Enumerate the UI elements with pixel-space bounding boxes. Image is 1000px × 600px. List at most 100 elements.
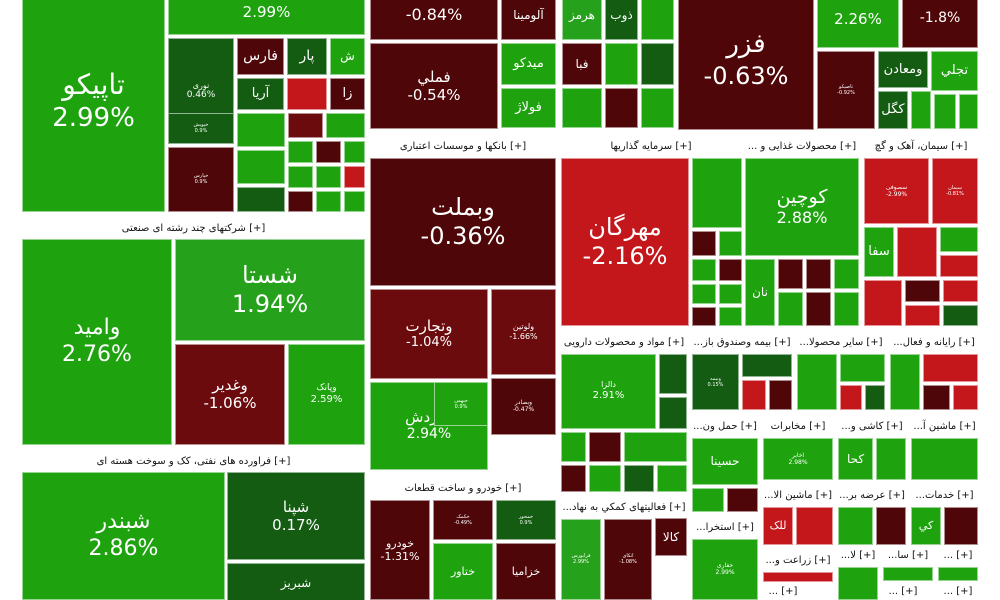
treemap-tile-unlabeled[interactable] — [719, 259, 742, 281]
treemap-tile-unlabeled[interactable] — [797, 354, 837, 410]
treemap-tile-unlabeled[interactable] — [727, 488, 758, 512]
treemap-tile-unlabeled[interactable] — [897, 227, 937, 277]
treemap-tile[interactable]: خبهمن 0.9% — [434, 382, 488, 426]
treemap-tile-unlabeled[interactable] — [641, 0, 674, 40]
treemap-tile-unlabeled[interactable] — [692, 158, 742, 228]
treemap-tile[interactable]: فرابورس 2.99% — [561, 519, 601, 600]
treemap-tile[interactable]: وبصادر -0.47% — [491, 378, 556, 435]
sector-header[interactable]: [+] سرمایه گذاریها — [561, 136, 741, 156]
treemap-tile-unlabeled[interactable] — [562, 88, 602, 128]
treemap-tile[interactable]: تاپیکو 2.99% — [22, 0, 165, 212]
sector-header[interactable]: [+] استخرا... — [692, 517, 758, 537]
treemap-tile[interactable]: کحا — [838, 438, 873, 480]
treemap-tile[interactable]: زا — [330, 78, 365, 110]
treemap-tile[interactable]: فملي -0.54% — [370, 43, 498, 129]
treemap-tile-unlabeled[interactable] — [778, 259, 803, 289]
treemap-tile[interactable]: پار — [287, 38, 327, 75]
treemap-tile-unlabeled[interactable] — [865, 385, 885, 410]
treemap-tile[interactable]: کي — [911, 507, 941, 545]
treemap-tile[interactable]: سیمان -0.81% — [932, 158, 978, 224]
treemap-tile-unlabeled[interactable] — [940, 227, 978, 252]
treemap-tile[interactable]: للک — [763, 507, 793, 545]
sector-header[interactable]: [+] مخابرات — [763, 416, 833, 436]
treemap-tile-unlabeled[interactable] — [624, 432, 687, 462]
treemap-tile-unlabeled[interactable] — [834, 292, 859, 326]
treemap-tile[interactable]: اتکای -1.08% — [604, 519, 652, 600]
treemap-tile[interactable]: نان — [745, 259, 775, 326]
sector-header[interactable]: [+] ... — [763, 583, 803, 600]
treemap-tile[interactable]: 2.26% — [817, 0, 899, 48]
treemap-tile-unlabeled[interactable] — [288, 166, 313, 188]
sector-header[interactable]: [+] مواد و محصولات دارویی — [561, 332, 687, 352]
treemap-tile[interactable]: کالا — [655, 518, 687, 556]
treemap-tile-unlabeled[interactable] — [769, 380, 792, 410]
treemap-tile-unlabeled[interactable] — [344, 191, 365, 212]
treemap-tile[interactable]: شپنا 0.17% — [227, 472, 365, 560]
treemap-tile-unlabeled[interactable] — [605, 43, 638, 85]
treemap-tile-unlabeled[interactable] — [589, 432, 621, 462]
sector-header[interactable]: [+] فراورده های نفتی، کک و سوخت هسته ای — [22, 451, 365, 471]
treemap-tile[interactable]: تجلي — [931, 51, 978, 91]
treemap-tile[interactable]: ذوب — [605, 0, 638, 40]
treemap-tile-unlabeled[interactable] — [316, 166, 341, 188]
treemap-tile-unlabeled[interactable] — [719, 284, 742, 304]
treemap-tile-unlabeled[interactable] — [763, 572, 833, 582]
treemap-tile[interactable]: آریا — [237, 78, 284, 110]
treemap-tile[interactable]: وامید 2.76% — [22, 239, 172, 445]
treemap-tile-unlabeled[interactable] — [659, 397, 687, 429]
treemap-tile-unlabeled[interactable] — [237, 187, 285, 212]
treemap-tile-unlabeled[interactable] — [938, 567, 978, 581]
sector-header[interactable]: [+] بیمه وصندوق باز... — [692, 332, 792, 352]
treemap-tile[interactable]: وبملت -0.36% — [370, 158, 556, 286]
treemap-tile-unlabeled[interactable] — [840, 354, 885, 382]
treemap-tile-unlabeled[interactable] — [838, 567, 878, 600]
treemap-tile-unlabeled[interactable] — [923, 354, 978, 382]
treemap-tile-unlabeled[interactable] — [657, 465, 687, 492]
treemap-tile[interactable]: وپانک 2.59% — [288, 344, 365, 445]
treemap-tile-unlabeled[interactable] — [692, 307, 716, 326]
treemap-tile[interactable]: کوچین 2.88% — [745, 158, 859, 256]
sector-header[interactable]: [+] بانکها و موسسات اعتباری — [370, 136, 556, 156]
treemap-tile[interactable]: خمحور 0.9% — [496, 500, 556, 540]
sector-header[interactable]: [+] عرضه بر... — [838, 485, 906, 505]
treemap-tile[interactable]: کگل — [878, 91, 908, 129]
treemap-tile-unlabeled[interactable] — [876, 507, 906, 545]
treemap-tile-unlabeled[interactable] — [883, 567, 933, 581]
treemap-tile-unlabeled[interactable] — [288, 113, 323, 138]
treemap-tile-unlabeled[interactable] — [692, 259, 716, 281]
treemap-tile-unlabeled[interactable] — [326, 113, 365, 138]
treemap-tile[interactable]: -0.84% — [370, 0, 498, 40]
treemap-tile-unlabeled[interactable] — [876, 438, 906, 480]
treemap-tile[interactable]: شبندر 2.86% — [22, 472, 225, 600]
sector-header[interactable]: [+] کاشی و... — [838, 416, 906, 436]
sector-header[interactable]: [+] لا... — [838, 545, 878, 565]
treemap-tile[interactable]: وغدیر -1.06% — [175, 344, 285, 445]
sector-header[interactable]: [+] خدمات... — [911, 485, 978, 505]
treemap-tile[interactable]: خکمک -0.49% — [433, 500, 493, 540]
treemap-tile[interactable]: خودرو -1.31% — [370, 500, 430, 600]
treemap-tile-unlabeled[interactable] — [864, 280, 902, 326]
sector-header[interactable]: [+] رایانه و فعال... — [890, 332, 978, 352]
treemap-tile-unlabeled[interactable] — [719, 307, 742, 326]
treemap-tile[interactable]: ختاور — [433, 543, 493, 600]
treemap-tile[interactable]: شستا 1.94% — [175, 239, 365, 341]
treemap-tile[interactable]: حفاری 2.99% — [692, 539, 758, 600]
sector-header[interactable]: [+] شرکتهای چند رشته ای صنعتی — [22, 219, 365, 237]
treemap-tile-unlabeled[interactable] — [911, 91, 931, 129]
sector-header[interactable]: [+] محصولات غذایی و ... — [745, 136, 859, 156]
treemap-tile-unlabeled[interactable] — [288, 141, 313, 163]
treemap-tile-unlabeled[interactable] — [288, 191, 313, 212]
treemap-tile-unlabeled[interactable] — [344, 141, 365, 163]
treemap-tile[interactable]: دالزا 2.91% — [561, 354, 656, 429]
treemap-tile-unlabeled[interactable] — [641, 43, 674, 85]
treemap-tile-unlabeled[interactable] — [287, 78, 327, 110]
treemap-tile[interactable]: خپارس 0.9% — [168, 147, 234, 212]
treemap-tile-unlabeled[interactable] — [742, 354, 792, 377]
treemap-tile-unlabeled[interactable] — [561, 465, 586, 492]
treemap-tile-unlabeled[interactable] — [742, 380, 766, 410]
treemap-tile-unlabeled[interactable] — [911, 438, 978, 480]
treemap-tile-unlabeled[interactable] — [561, 432, 586, 462]
treemap-tile-unlabeled[interactable] — [605, 88, 638, 128]
treemap-tile-unlabeled[interactable] — [959, 94, 978, 129]
sector-header[interactable]: [+] حمل ون... — [692, 416, 758, 436]
